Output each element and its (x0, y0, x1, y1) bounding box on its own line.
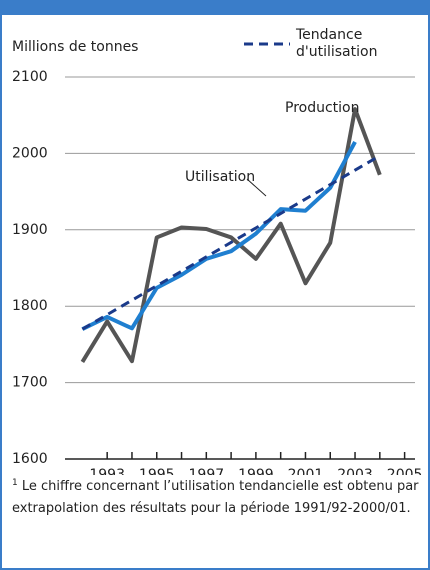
series-label: Production (285, 100, 359, 116)
footnote-text: Le chiffre concernant l’utilisation tend… (12, 479, 419, 516)
y-tick-label: 1600 (12, 451, 48, 467)
x-tick-label: 2001 (288, 467, 324, 475)
series-label: Utilisation (185, 169, 255, 185)
y-tick-label: 1700 (12, 375, 48, 391)
x-tick-label: 2005 (387, 467, 423, 475)
x-tick-label: 1995 (139, 467, 175, 475)
footnote-mark: 1 (12, 478, 18, 488)
x-tick-label: 1997 (189, 467, 225, 475)
x-tick-label: 2003 (337, 467, 373, 475)
series-line (81, 140, 357, 331)
trend-line (81, 154, 381, 331)
y-tick-label: 2100 (12, 69, 48, 85)
y-tick-label: 1900 (12, 222, 48, 238)
y-tick-label: 2000 (12, 145, 48, 161)
y-tick-label: 1800 (12, 298, 48, 314)
footnote: 1 Le chiffre concernant l’utilisation te… (12, 476, 422, 520)
y-axis-label: Millions de tonnes (12, 39, 138, 55)
x-tick-label: 1993 (89, 467, 125, 475)
legend-label: Tendance d'utilisation (295, 27, 377, 60)
chart: Millions de tonnes Tendance d'utilisation… (12, 27, 423, 475)
annotation-leader (246, 178, 267, 197)
x-tick-label: 1999 (238, 467, 274, 475)
series-line (80, 107, 382, 364)
